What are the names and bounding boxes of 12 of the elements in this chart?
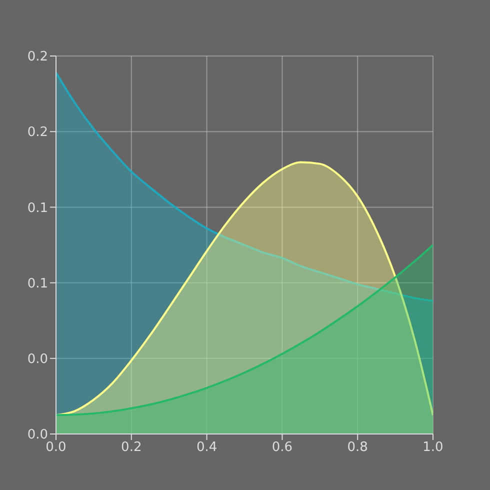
x-tick-label: 0.8 [347, 440, 368, 456]
y-tick-label: 0.0 [27, 428, 48, 443]
x-tick-label: 0.6 [272, 440, 293, 456]
y-tick-label: 0.2 [27, 50, 48, 65]
x-tick-label: 0.4 [196, 440, 218, 456]
x-tick-label: 0.2 [121, 440, 142, 456]
x-tick-label: 1.0 [422, 440, 444, 456]
y-tick-label: 0.1 [27, 276, 48, 292]
y-tick-label: 0.1 [27, 200, 48, 216]
x-tick-label: 0.0 [46, 440, 66, 456]
y-tick-label: 0.0 [27, 352, 48, 368]
y-tick-label: 0.2 [27, 125, 48, 140]
